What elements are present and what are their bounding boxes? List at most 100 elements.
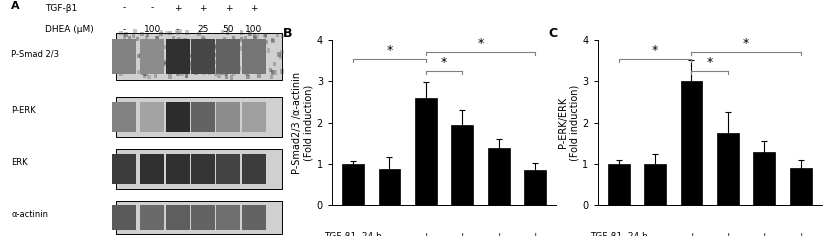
Text: +: + — [173, 4, 182, 13]
Bar — [246, 72, 249, 76]
Bar — [112, 102, 136, 132]
Bar — [240, 38, 243, 42]
Text: -: - — [122, 25, 125, 34]
Bar — [183, 66, 187, 70]
Text: +: + — [225, 4, 232, 13]
Text: +: + — [199, 4, 207, 13]
Text: +: + — [495, 232, 502, 236]
Text: TGF-β1, 24 h: TGF-β1, 24 h — [589, 232, 647, 236]
Bar — [176, 72, 179, 76]
Bar — [415, 98, 437, 205]
Bar — [222, 49, 225, 53]
Bar — [117, 63, 120, 67]
Bar — [281, 34, 284, 38]
Bar — [202, 64, 205, 68]
Bar — [112, 154, 136, 184]
Bar — [178, 54, 181, 58]
Bar — [137, 54, 140, 58]
Bar — [168, 40, 172, 44]
Bar — [155, 36, 159, 40]
Bar — [140, 52, 144, 56]
Bar — [183, 38, 187, 42]
Bar — [256, 45, 261, 49]
Bar — [224, 61, 227, 65]
Bar — [144, 49, 148, 54]
Bar — [140, 154, 164, 184]
Bar — [232, 61, 236, 66]
Bar — [194, 70, 198, 75]
Text: TGF-β1, 24 h: TGF-β1, 24 h — [324, 232, 382, 236]
Text: +: + — [760, 232, 768, 236]
Bar — [123, 34, 126, 38]
Bar — [185, 74, 188, 78]
Bar — [166, 205, 189, 229]
Bar — [124, 47, 128, 52]
Bar — [120, 72, 123, 76]
Bar — [681, 81, 702, 205]
Bar — [644, 164, 666, 205]
Bar — [250, 42, 253, 46]
Bar — [271, 70, 275, 74]
Text: *: * — [441, 56, 447, 69]
Bar — [185, 74, 188, 78]
Bar — [243, 71, 247, 75]
Bar — [210, 69, 213, 74]
Bar — [273, 62, 276, 66]
Bar — [233, 58, 237, 62]
Text: +: + — [422, 232, 430, 236]
Bar — [168, 31, 172, 35]
Bar — [253, 34, 256, 38]
Bar — [173, 52, 176, 57]
Text: B: B — [283, 27, 292, 40]
Bar — [143, 74, 146, 78]
Bar — [213, 68, 217, 72]
Y-axis label: P-ERK/ERK
(Fold induction): P-ERK/ERK (Fold induction) — [558, 84, 579, 161]
Bar — [115, 33, 282, 80]
Bar — [204, 46, 208, 50]
Bar — [242, 39, 266, 74]
Bar — [248, 31, 251, 36]
Bar — [140, 32, 144, 36]
Bar — [172, 36, 175, 40]
Bar — [221, 71, 224, 75]
Bar — [378, 169, 400, 205]
Bar — [221, 30, 224, 34]
Bar — [159, 32, 163, 36]
Bar — [145, 33, 149, 38]
Bar — [245, 70, 249, 74]
Bar — [178, 72, 181, 76]
Bar — [212, 45, 216, 50]
Bar — [148, 75, 151, 79]
Bar — [185, 30, 188, 35]
Bar — [168, 41, 171, 45]
Bar — [274, 70, 277, 75]
Bar — [240, 30, 243, 34]
Bar — [253, 46, 256, 51]
Bar — [249, 32, 252, 36]
Bar — [112, 205, 136, 229]
Bar — [141, 48, 144, 52]
Bar — [227, 55, 231, 60]
Bar — [262, 63, 266, 67]
Bar — [242, 39, 246, 43]
Bar — [117, 39, 120, 43]
Bar — [230, 76, 233, 80]
Bar — [124, 68, 128, 72]
Bar — [212, 60, 216, 64]
Bar — [191, 39, 215, 74]
Bar — [178, 30, 182, 34]
Bar — [242, 205, 266, 229]
Bar — [155, 64, 159, 68]
Bar — [265, 40, 268, 44]
Bar — [130, 45, 134, 49]
Bar — [131, 42, 134, 46]
Bar — [154, 50, 157, 54]
Bar — [452, 125, 473, 205]
Bar — [789, 168, 812, 205]
Bar — [208, 62, 212, 66]
Text: -: - — [351, 232, 354, 236]
Bar — [253, 61, 256, 66]
Bar — [242, 154, 266, 184]
Bar — [139, 53, 142, 58]
Bar — [281, 69, 284, 74]
